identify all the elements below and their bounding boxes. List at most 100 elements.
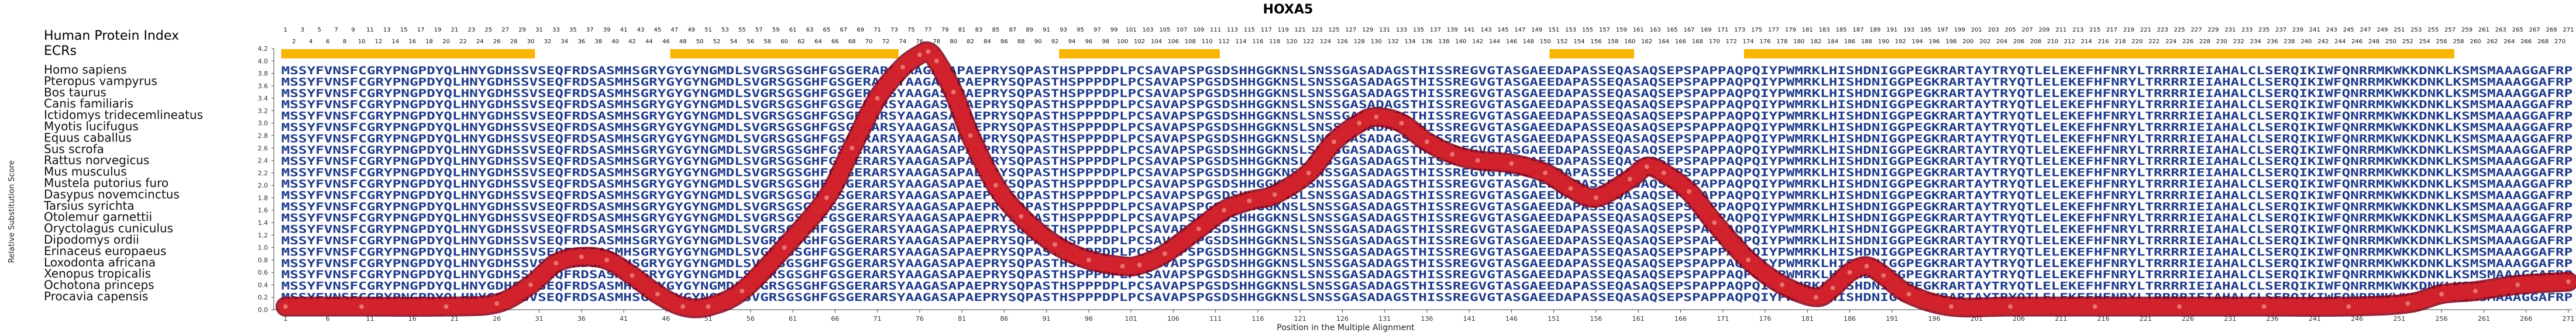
species-label: Oryctolagus cuniculus [44, 221, 173, 235]
protein-index-number: 203 [1988, 27, 1999, 33]
protein-index-number: 260 [2470, 39, 2481, 45]
curve-point [1949, 304, 1954, 309]
species-label: Myotis lucifugus [44, 119, 139, 133]
protein-index-number: 137 [1430, 27, 1441, 33]
protein-index-number: 87 [1009, 27, 1016, 33]
curve-point [2177, 304, 2182, 309]
y-tick-label: 2.6 [258, 144, 269, 152]
protein-index-number: 35 [569, 27, 577, 33]
protein-index-number: 123 [1312, 27, 1323, 33]
protein-index-number: 113 [1227, 27, 1238, 33]
protein-index-number: 266 [2520, 39, 2532, 45]
header-labels: Human Protein Index ECRs [44, 29, 179, 58]
protein-index-number: 80 [950, 39, 957, 45]
protein-index-number: 258 [2453, 39, 2464, 45]
protein-index-number: 38 [594, 39, 602, 45]
protein-index-number: 141 [1464, 27, 1475, 33]
curve-point [2092, 304, 2097, 309]
species-label: Equus caballus [44, 130, 132, 144]
x-tick-label: 146 [1505, 315, 1518, 323]
y-tick-label: 3.6 [258, 82, 269, 90]
protein-index-number: 243 [2326, 27, 2337, 33]
curve-point [1162, 251, 1167, 257]
protein-index-number: 188 [1861, 39, 1872, 45]
protein-index-number: 73 [890, 27, 898, 33]
x-tick-label: 56 [747, 315, 755, 323]
species-label: Pteropus vampyrus [44, 74, 157, 88]
curve-point [1864, 264, 1869, 269]
protein-index-number: 162 [1641, 39, 1652, 45]
protein-index-number: 249 [2377, 27, 2388, 33]
alignment-row: MSSYFVNSFCGRYPNGPDYQLHNYGDHSSVSEQFRDSASM… [281, 189, 2572, 202]
y-tick-label: 0.6 [258, 269, 269, 276]
protein-index-number: 190 [1878, 39, 1889, 45]
protein-index-number: 95 [1077, 27, 1084, 33]
curve-point [680, 304, 686, 309]
protein-index-number: 40 [611, 39, 619, 45]
protein-index-number: 208 [2030, 39, 2041, 45]
curve-point [1475, 158, 1480, 163]
protein-index-number: 224 [2165, 39, 2176, 45]
x-tick-label: 251 [2393, 315, 2405, 323]
protein-index-number: 261 [2478, 27, 2489, 33]
curve-point [2473, 289, 2478, 294]
curve-point [1086, 257, 1091, 262]
x-tick-label: 166 [1674, 315, 1687, 323]
protein-index-number: 86 [1000, 39, 1008, 45]
curve-point [1847, 270, 1852, 275]
protein-index-number: 240 [2300, 39, 2312, 45]
protein-index-number: 111 [1210, 27, 1221, 33]
protein-index-number: 215 [2089, 27, 2100, 33]
curve-point [1019, 214, 1024, 219]
protein-index-number: 44 [645, 39, 653, 45]
curve-point [1222, 207, 1227, 213]
protein-index-number: 74 [899, 39, 907, 45]
protein-index-number: 5 [318, 27, 321, 33]
y-tick-label: 1.2 [258, 231, 269, 239]
x-axis-label: Position in the Multiple Alignment [1277, 323, 1415, 332]
protein-index-number: 212 [2064, 39, 2075, 45]
x-tick-label: 211 [2055, 315, 2067, 323]
ecrs-label: ECRs [44, 44, 77, 58]
species-label: Ictidomys tridecemlineatus [44, 108, 203, 122]
protein-index-number: 264 [2503, 39, 2515, 45]
protein-index-number: 164 [1658, 39, 1669, 45]
protein-index-number: 237 [2275, 27, 2286, 33]
alignment-row: MSSYFVNSFCGRYPNGPDYQLHNYGDHSSVSEQFRDSASM… [281, 257, 2572, 270]
protein-index-number: 189 [1869, 27, 1880, 33]
protein-index-number: 247 [2360, 27, 2371, 33]
protein-index-number: 253 [2410, 27, 2422, 33]
protein-index-number: 267 [2529, 27, 2540, 33]
protein-index-number: 78 [933, 39, 940, 45]
protein-index-number: 218 [2115, 39, 2126, 45]
protein-index-number: 124 [1320, 39, 1331, 45]
protein-index-number: 33 [552, 27, 560, 33]
protein-index-number: 71 [873, 27, 881, 33]
species-label: Ochotona princeps [44, 278, 154, 292]
protein-index-number: 83 [975, 27, 983, 33]
protein-index-number: 108 [1185, 39, 1196, 45]
protein-index-number: 150 [1540, 39, 1551, 45]
x-tick-label: 186 [1844, 315, 1856, 323]
protein-index-number: 130 [1371, 39, 1382, 45]
alignment-row: MSSYFVNSFCGRYPNGPDYQLHNYGDHSSVSEQFRDSASM… [281, 110, 2572, 123]
x-tick-label: 106 [1167, 315, 1179, 323]
protein-index-number: 214 [2081, 39, 2092, 45]
curve-point [1137, 262, 1142, 268]
protein-index-number: 213 [2072, 27, 2083, 33]
curve-point [1196, 226, 1201, 231]
protein-index-number: 226 [2182, 39, 2193, 45]
protein-index-number: 17 [417, 27, 425, 33]
protein-index-number: 158 [1607, 39, 1618, 45]
protein-index-number: 107 [1176, 27, 1187, 33]
protein-index-number: 133 [1396, 27, 1407, 33]
protein-index-number: 93 [1060, 27, 1067, 33]
protein-index-number: 91 [1043, 27, 1050, 33]
protein-index-number: 148 [1523, 39, 1534, 45]
protein-index-number: 28 [510, 39, 518, 45]
curve-point [579, 254, 584, 259]
curve-point [1594, 195, 1599, 200]
protein-index-number: 171 [1717, 27, 1728, 33]
protein-index-number: 176 [1760, 39, 1771, 45]
